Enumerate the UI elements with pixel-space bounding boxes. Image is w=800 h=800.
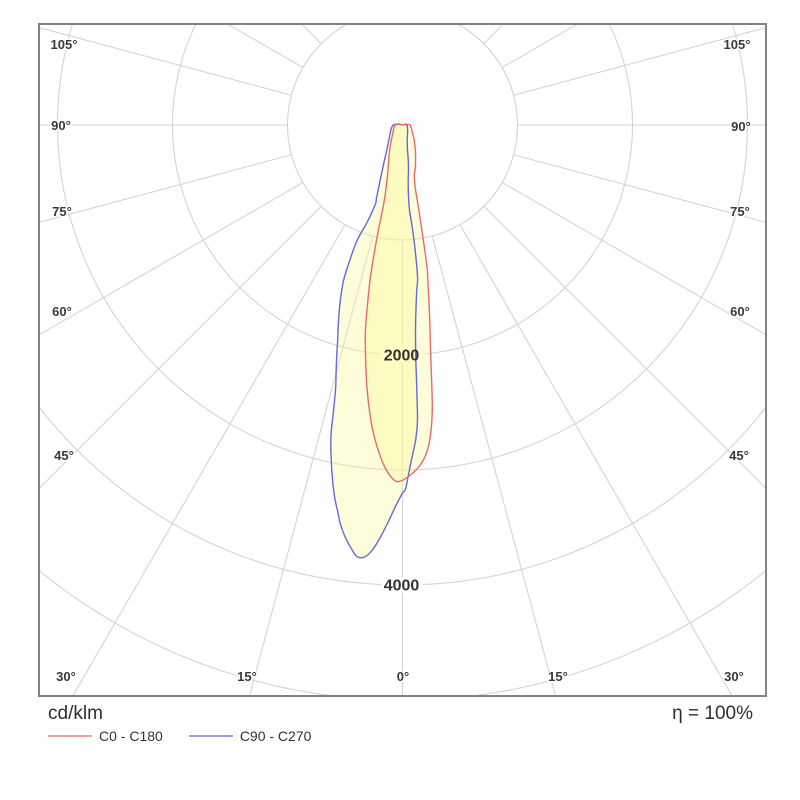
angle-label--60deg: 60°	[52, 304, 72, 319]
angle-label-45deg: 45°	[729, 448, 749, 463]
ring-label-mask-2000	[381, 347, 423, 363]
grid-radial--75deg	[40, 154, 292, 223]
angle-label--75deg: 75°	[52, 204, 72, 219]
unit-label: cd/klm	[48, 703, 103, 724]
angle-label--30deg: 30°	[56, 669, 76, 684]
grid-radial-30deg	[459, 224, 733, 695]
ring-label-4000: 4000	[384, 578, 420, 595]
angle-label-0deg: 0°	[397, 669, 409, 684]
angle-label-15deg: 15°	[548, 669, 568, 684]
angle-label--105deg: 105°	[51, 37, 78, 52]
grid-radial-75deg	[513, 154, 765, 223]
angle-label--90deg: 90°	[51, 118, 71, 133]
grid-radial--15deg	[249, 235, 374, 695]
ring-label-mask-4000	[381, 577, 423, 593]
grid-radial-60deg	[501, 182, 765, 335]
angle-label--15deg: 15°	[237, 669, 257, 684]
ring-label-2000: 2000	[384, 348, 420, 365]
efficiency-label: η = 100%	[672, 703, 753, 724]
angle-label-105deg: 105°	[724, 37, 751, 52]
legend-swatch-c90-c270	[188, 735, 233, 737]
series-fill-c90-c270	[330, 124, 418, 558]
grid-radial--60deg	[40, 182, 304, 335]
grid-radial--30deg	[72, 224, 346, 695]
angle-label-60deg: 60°	[730, 304, 750, 319]
series-curve-c90-c270	[330, 123, 419, 559]
legend-swatch-c0-c180	[48, 735, 92, 737]
grid-radial--45deg	[40, 205, 322, 489]
grid-radial--105deg	[40, 27, 292, 96]
legend: C0 - C180 C90 - C270	[48, 728, 311, 744]
angle-label--45deg: 45°	[54, 448, 74, 463]
chart-frame	[38, 23, 767, 697]
grid-radial-45deg	[483, 205, 765, 489]
angle-label-90deg: 90°	[731, 119, 751, 134]
legend-label-c90-c270: C90 - C270	[239, 728, 312, 744]
polar-intensity-chart: 2000 4000 105° 90° 75° 60° 45° 30° 15° 0° 15° 30° 45…	[38, 23, 767, 697]
grid-radial-105deg	[513, 27, 765, 96]
series-curve-c0-c180	[364, 123, 434, 483]
grid-radial-15deg	[431, 235, 556, 695]
legend-label-c0-c180: C0 - C180	[99, 728, 163, 744]
angle-label-75deg: 75°	[730, 204, 750, 219]
angle-label-30deg: 30°	[724, 669, 744, 684]
